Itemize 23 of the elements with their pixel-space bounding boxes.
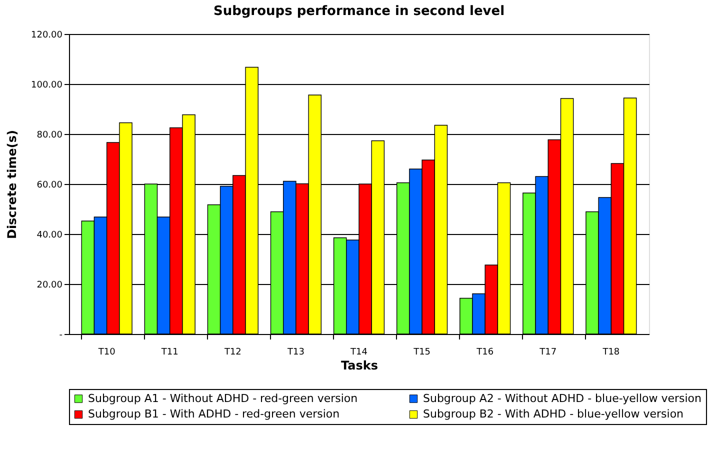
y-tick-label: 60.00 (36, 180, 63, 190)
x-tick-label: T15 (412, 348, 431, 358)
x-tick-label: T16 (476, 348, 494, 358)
legend-label: Subgroup B1 - With ADHD - red-green version (88, 408, 340, 420)
x-tick-label: T17 (538, 348, 557, 358)
chart-title: Subgroups performance in second level (213, 4, 505, 19)
legend-label: Subgroup B2 - With ADHD - blue-yellow version (423, 408, 684, 420)
x-tick-label: T10 (97, 348, 116, 358)
y-tick-label: 40.00 (36, 230, 63, 240)
x-axis-title: Tasks (340, 358, 378, 372)
legend-label: Subgroup A2 - Without ADHD - blue-yellow version (423, 392, 702, 405)
y-tick-label: 80.00 (36, 130, 63, 140)
y-tick-label: 100.00 (31, 80, 63, 90)
x-tick-label: T13 (286, 348, 304, 358)
x-tick-label: T12 (223, 348, 242, 358)
x-tick-label: T18 (602, 348, 620, 358)
y-tick-label: 20.00 (36, 280, 63, 290)
y-axis-title: Discrete time(s) (5, 130, 20, 240)
x-tick-label: T14 (350, 348, 368, 358)
y-tick-label: 120.00 (31, 30, 63, 40)
x-tick-label: T11 (160, 348, 178, 358)
legend-label: Subgroup A1 - Without ADHD - red-green version (88, 392, 358, 405)
y-tick-label: - (59, 330, 62, 340)
